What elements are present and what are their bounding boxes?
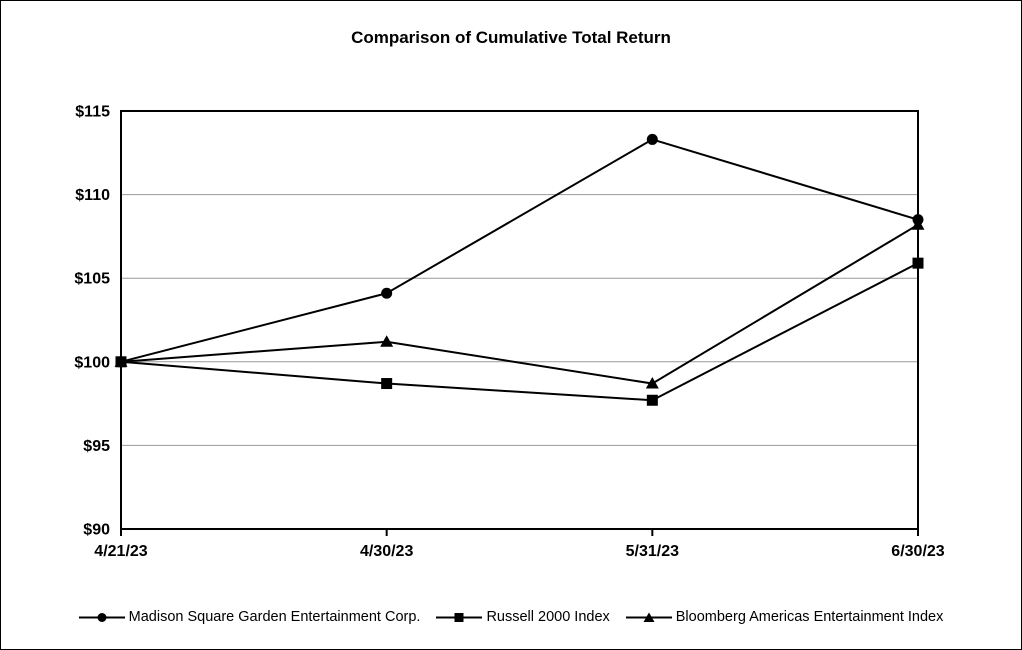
chart-legend: Madison Square Garden Entertainment Corp… [1, 602, 1021, 632]
svg-text:4/21/23: 4/21/23 [94, 543, 147, 560]
svg-text:$105: $105 [74, 271, 110, 288]
legend-label-russell: Russell 2000 Index [486, 609, 610, 625]
svg-text:$95: $95 [83, 438, 110, 455]
svg-text:$100: $100 [74, 354, 110, 371]
legend-label-msge: Madison Square Garden Entertainment Corp… [128, 609, 421, 625]
svg-text:$90: $90 [83, 522, 110, 539]
svg-text:4/30/23: 4/30/23 [360, 543, 413, 560]
legend-label-bloomberg: Bloomberg Americas Entertainment Index [675, 609, 944, 625]
legend-item-bloomberg: Bloomberg Americas Entertainment Index [625, 609, 944, 625]
chart-title: Comparison of Cumulative Total Return [351, 28, 671, 47]
square-marker-icon [436, 612, 483, 622]
circle-marker-icon [78, 612, 125, 622]
svg-text:$115: $115 [75, 104, 110, 121]
svg-text:6/30/23: 6/30/23 [891, 543, 944, 560]
legend-item-russell: Russell 2000 Index [436, 609, 610, 625]
svg-text:5/31/23: 5/31/23 [626, 543, 679, 560]
legend-item-msge: Madison Square Garden Entertainment Corp… [78, 609, 421, 625]
svg-text:$110: $110 [75, 187, 110, 204]
triangle-marker-icon [625, 612, 672, 622]
